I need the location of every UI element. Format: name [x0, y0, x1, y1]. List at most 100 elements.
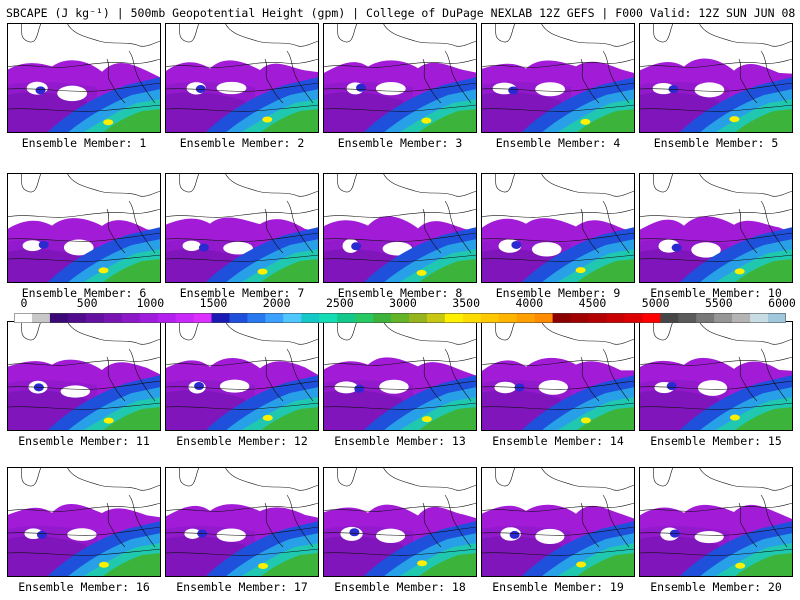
colorbar-tick-label: 1500 — [199, 296, 228, 310]
colorbar-swatch — [175, 313, 195, 323]
colorbar-tick-label: 4000 — [515, 296, 544, 310]
cape-map — [7, 467, 161, 577]
map-title: SBCAPE (J kg⁻¹) | 500mb Geopotential Hei… — [6, 6, 800, 20]
colorbar-swatch — [678, 313, 697, 323]
cape-map — [639, 23, 793, 133]
ensemble-map-panel — [165, 321, 319, 431]
colorbar-swatch — [624, 313, 643, 323]
colorbar-swatch — [426, 313, 446, 323]
sbcape-colorbar — [14, 308, 787, 323]
colorbar-swatch — [283, 313, 302, 323]
colorbar-tick-label: 3000 — [389, 296, 417, 310]
cape-map — [323, 23, 477, 133]
cape-map — [481, 173, 635, 283]
ensemble-map-panel — [639, 321, 793, 431]
cape-map — [481, 467, 635, 577]
colorbar-swatch — [696, 313, 715, 323]
ensemble-map-panel — [639, 23, 793, 133]
cape-map — [323, 467, 477, 577]
ensemble-member-label: Ensemble Member: 9 — [495, 286, 621, 300]
colorbar-swatch — [373, 313, 392, 323]
ensemble-map-panel — [481, 23, 635, 133]
ensemble-map-panel — [481, 467, 635, 577]
colorbar-swatch — [157, 313, 177, 323]
ensemble-member-label: Ensemble Member: 12 — [176, 434, 308, 448]
colorbar-swatch — [714, 313, 733, 323]
cape-map — [639, 467, 793, 577]
ensemble-member-label: Ensemble Member: 18 — [334, 580, 466, 594]
colorbar-swatch — [265, 313, 284, 323]
colorbar-tick-label: 2500 — [325, 296, 354, 310]
ensemble-member-label: Ensemble Member: 4 — [495, 136, 621, 150]
cape-map — [165, 467, 319, 577]
colorbar-tick-label: 5500 — [704, 296, 733, 310]
ensemble-map-panel — [323, 23, 477, 133]
colorbar-swatch — [211, 313, 231, 323]
colorbar-tick-label: 6000 — [768, 296, 796, 310]
ensemble-member-label: Ensemble Member: 17 — [176, 580, 308, 594]
colorbar-tick-labels: 0 500 1000 1500 2000 2500 3000 3500 4000 4500 5000… — [0, 296, 800, 310]
colorbar-tick-label: 1000 — [136, 296, 165, 310]
colorbar-swatch — [570, 313, 590, 323]
ensemble-member-label: Ensemble Member: 20 — [650, 580, 782, 594]
ensemble-map-panel — [481, 173, 635, 283]
colorbar-swatch — [534, 313, 554, 323]
colorbar-tick-label: 5000 — [641, 296, 670, 310]
ensemble-member-label: Ensemble Member: 1 — [21, 136, 147, 150]
ensemble-map-panel — [7, 173, 161, 283]
ensemble-map-panel — [165, 23, 319, 133]
cape-map — [165, 173, 319, 283]
ensemble-member-label: Ensemble Member: 3 — [337, 136, 463, 150]
ensemble-map-panel — [7, 23, 161, 133]
colorbar-swatch — [552, 313, 572, 323]
colorbar-swatch — [67, 313, 87, 323]
colorbar-swatch — [408, 313, 428, 323]
colorbar-swatch — [498, 313, 518, 323]
colorbar-swatch — [229, 313, 248, 323]
ensemble-map-panel — [165, 467, 319, 577]
ensemble-map-panel — [323, 173, 477, 283]
colorbar-swatch — [660, 313, 679, 323]
colorbar-swatch — [319, 313, 338, 323]
ensemble-member-label: Ensemble Member: 13 — [334, 434, 466, 448]
colorbar-swatch — [642, 313, 661, 323]
ensemble-map-panel — [165, 173, 319, 283]
colorbar-swatch — [14, 313, 33, 323]
colorbar-swatch — [768, 313, 787, 323]
colorbar-swatch — [85, 313, 105, 323]
colorbar-swatch — [31, 313, 51, 323]
colorbar-tick-label: 0 — [20, 296, 28, 310]
colorbar-swatch — [750, 313, 769, 323]
ensemble-member-label: Ensemble Member: 7 — [179, 286, 305, 300]
colorbar-tick-label: 4500 — [578, 296, 607, 310]
ensemble-member-label: Ensemble Member: 11 — [18, 434, 150, 448]
ensemble-member-label: Ensemble Member: 19 — [492, 580, 624, 594]
colorbar-tick-label: 500 — [76, 296, 98, 310]
colorbar-swatch — [49, 313, 69, 323]
colorbar-swatch — [516, 313, 536, 323]
ensemble-map-panel — [7, 467, 161, 577]
colorbar-swatch — [588, 313, 608, 323]
colorbar-swatch — [355, 313, 374, 323]
colorbar-swatch — [732, 313, 751, 323]
colorbar-tick-label: 2000 — [262, 296, 291, 310]
colorbar-swatch — [301, 313, 320, 323]
colorbar-swatch — [121, 313, 141, 323]
ensemble-member-label: Ensemble Member: 6 — [21, 286, 147, 300]
colorbar-swatch — [103, 313, 123, 323]
cape-map — [639, 173, 793, 283]
ensemble-map-panel — [639, 467, 793, 577]
ensemble-member-label: Ensemble Member: 15 — [650, 434, 782, 448]
cape-map — [165, 321, 319, 431]
ensemble-member-label: Ensemble Member: 2 — [179, 136, 305, 150]
colorbar-swatch — [444, 313, 464, 323]
cape-map — [7, 321, 161, 431]
colorbar-swatch — [337, 313, 356, 323]
colorbar-swatch — [391, 313, 410, 323]
colorbar-swatch — [193, 313, 213, 323]
colorbar-swatch — [247, 313, 266, 323]
ensemble-map-panel — [481, 321, 635, 431]
colorbar-scale — [14, 313, 787, 323]
cape-map — [7, 173, 161, 283]
ensemble-map-panel — [7, 321, 161, 431]
